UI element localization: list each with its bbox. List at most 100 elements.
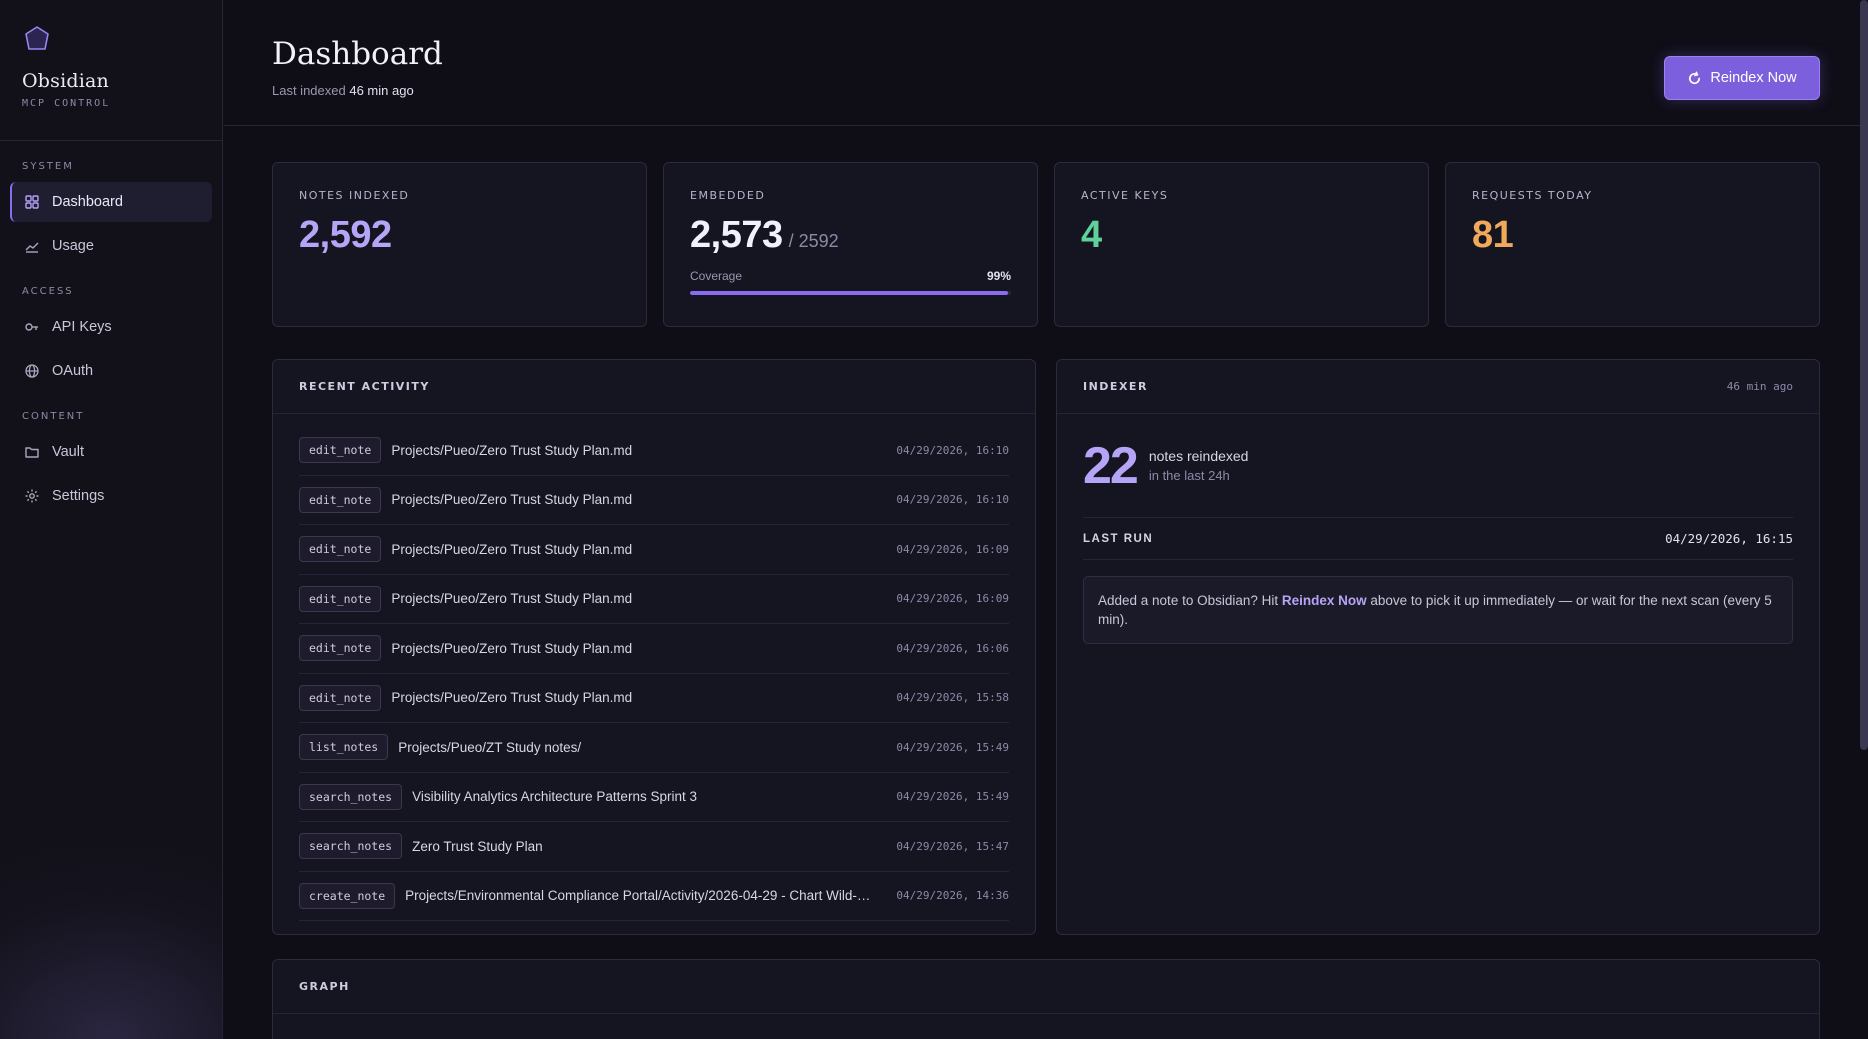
panel-header: RECENT ACTIVITY [273,360,1035,414]
sidebar-item-settings[interactable]: Settings [10,476,212,516]
reindexed-label: notes reindexed [1148,447,1249,464]
sidebar-item-dashboard[interactable]: Dashboard [10,182,212,222]
recent-activity-panel: RECENT ACTIVITY edit_note Projects/Pueo/Z… [272,359,1036,935]
tool-badge: list_notes [299,734,389,761]
main-content: Dashboard Last indexed 46 min ago Reinde… [224,0,1868,1039]
activity-path: Projects/Pueo/Zero Trust Study Plan.md [391,591,633,607]
stat-value: 81 [1472,214,1514,256]
nav-section-access: ACCESS [22,286,74,297]
chart-line-icon [25,242,39,253]
activity-list: edit_note Projects/Pueo/Zero Trust Study … [273,414,1035,921]
sidebar-item-vault[interactable]: Vault [10,432,212,472]
stat-label: NOTES INDEXED [299,189,410,202]
activity-time: 04/29/2026, 15:47 [896,839,1009,853]
sidebar-item-api-keys[interactable]: API Keys [10,307,212,347]
last-indexed: Last indexed 46 min ago [272,83,414,98]
sidebar: Obsidian MCP CONTROL SYSTEM Dashboard Us… [0,0,223,1039]
stat-requests-today: REQUESTS TODAY 81 [1445,162,1820,327]
grid-icon [25,195,39,209]
activity-row[interactable]: list_notes Projects/Pueo/ZT Study notes/0… [299,723,1009,773]
brand-name: Obsidian [22,70,109,92]
last-run-value: 04/29/2026, 16:15 [1665,531,1793,546]
globe-icon [25,364,39,378]
tool-badge: edit_note [299,536,382,563]
tool-badge: create_note [299,882,396,909]
sidebar-item-label: Dashboard [52,194,123,210]
activity-path: Projects/Pueo/Zero Trust Study Plan.md [391,541,633,557]
tool-badge: edit_note [299,486,382,513]
stat-embedded: EMBEDDED 2,573/ 2592 Coverage 99% [663,162,1038,327]
page-scrollbar[interactable] [1860,0,1868,750]
activity-row[interactable]: edit_note Projects/Pueo/Zero Trust Study … [299,674,1009,723]
reindexed-count: 22 [1083,436,1139,495]
activity-row[interactable]: search_notes Zero Trust Study Plan 04/29/2… [299,822,1009,872]
indexer-body: 22 notes reindexed in the last 24h LAST … [1057,414,1819,644]
activity-row[interactable]: edit_note Projects/Pueo/Zero Trust Study … [299,426,1009,476]
stat-notes-indexed: NOTES INDEXED 2,592 [272,162,647,327]
sidebar-item-label: Settings [52,488,105,504]
activity-path: Projects/Pueo/Zero Trust Study Plan.md [391,442,633,458]
panel-title: GRAPH [299,980,350,993]
coverage-row: Coverage 99% [690,269,1011,283]
tool-badge: search_notes [299,783,403,810]
tool-badge: edit_note [299,585,382,612]
indexer-panel: INDEXER 46 min ago 22 notes reindexed in… [1056,359,1820,935]
stat-value: 2,592 [299,214,392,256]
sidebar-item-oauth[interactable]: OAuth [10,351,212,391]
brand-subtitle: MCP CONTROL [22,98,111,109]
reindex-now-button[interactable]: Reindex Now [1664,56,1820,100]
stat-label: EMBEDDED [690,189,766,202]
activity-row[interactable]: edit_note Projects/Pueo/Zero Trust Study … [299,476,1009,525]
activity-path: Projects/Pueo/ZT Study notes/ [398,739,582,755]
indexer-last-indexed: 46 min ago [1726,380,1793,393]
sidebar-item-label: Vault [52,444,84,460]
activity-time: 04/29/2026, 16:10 [896,493,1009,507]
activity-time: 04/29/2026, 16:06 [896,641,1009,655]
stat-label: ACTIVE KEYS [1081,189,1169,202]
last-indexed-value: 46 min ago [349,83,414,98]
activity-time: 04/29/2026, 16:09 [896,592,1009,606]
activity-time: 04/29/2026, 16:09 [896,542,1009,556]
activity-row[interactable]: edit_note Projects/Pueo/Zero Trust Study … [299,575,1009,624]
tool-badge: edit_note [299,437,382,464]
activity-row[interactable]: edit_note Projects/Pueo/Zero Trust Study … [299,525,1009,575]
panel-title: RECENT ACTIVITY [299,380,430,393]
obsidian-logo-icon [25,26,49,50]
panel-title: INDEXER [1083,380,1148,393]
activity-path: Projects/Environmental Compliance Portal… [405,888,871,904]
activity-path: Projects/Pueo/Zero Trust Study Plan.md [391,492,633,508]
brand: Obsidian MCP CONTROL [0,0,222,141]
reindexed-summary: 22 notes reindexed in the last 24h [1083,414,1793,518]
reindexed-text: notes reindexed in the last 24h [1149,447,1249,485]
nav-section-content: CONTENT [22,411,85,422]
coverage-label: Coverage [690,269,743,283]
last-run-label: LAST RUN [1083,532,1154,545]
stat-active-keys: ACTIVE KEYS 4 [1054,162,1429,327]
tool-badge: edit_note [299,684,382,711]
hint-after: above to pick it up immediately — or wai… [1098,593,1772,627]
panel-header: GRAPH [273,960,1819,1014]
page-title: Dashboard [272,36,443,72]
hint-before: Added a note to Obsidian? Hit [1098,593,1282,608]
activity-time: 04/29/2026, 15:49 [896,790,1009,804]
activity-row[interactable]: edit_note Projects/Pueo/Zero Trust Study … [299,624,1009,674]
stat-label: REQUESTS TODAY [1472,189,1593,202]
hint-reindex-now: Reindex Now [1281,593,1367,608]
activity-path: Zero Trust Study Plan [412,838,543,854]
activity-time: 04/29/2026, 15:58 [896,691,1009,705]
key-icon [25,323,38,331]
sidebar-item-usage[interactable]: Usage [10,226,212,266]
stat-total: / 2592 [788,231,839,251]
activity-row[interactable]: search_notes Visibility Analytics Archite… [299,773,1009,822]
stats-row: NOTES INDEXED 2,592 EMBEDDED 2,573/ 2592… [272,162,1820,327]
topbar: Dashboard Last indexed 46 min ago Reinde… [224,0,1868,126]
last-indexed-prefix: Last indexed [272,83,346,98]
stat-value: 4 [1081,214,1102,256]
activity-time: 04/29/2026, 14:36 [896,889,1009,903]
activity-row[interactable]: create_note Projects/Environmental Compli… [299,872,1009,921]
last-run-row: LAST RUN 04/29/2026, 16:15 [1083,518,1793,560]
stat-value: 2,573 [690,214,783,256]
gear-icon [25,489,39,503]
sidebar-item-label: Usage [52,238,94,254]
activity-path: Projects/Pueo/Zero Trust Study Plan.md [391,640,633,656]
